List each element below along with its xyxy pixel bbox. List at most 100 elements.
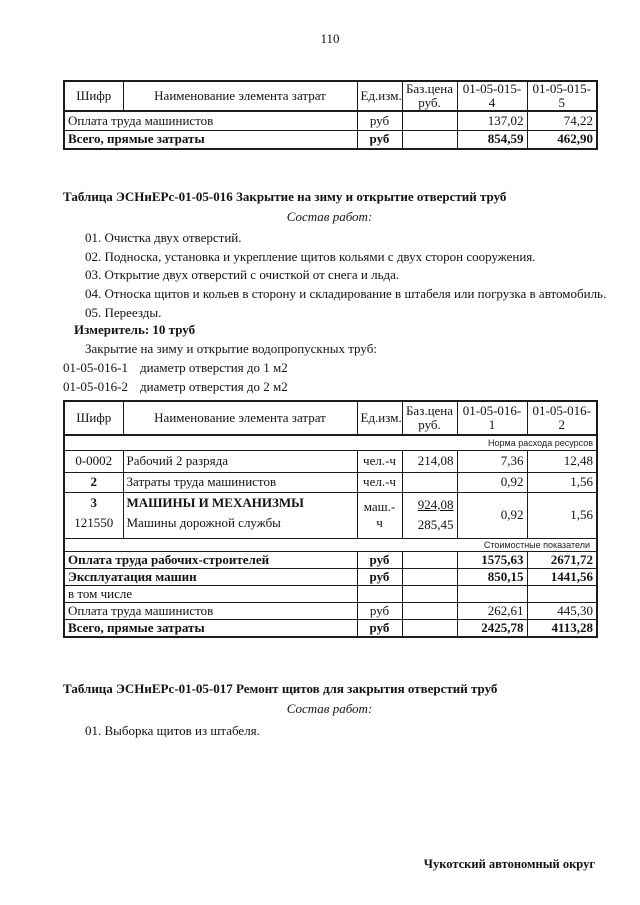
section-016-works-list: 01. Очистка двух отверстий. 02. Подноска… [85, 229, 606, 323]
resource-row: 2 Затраты труда машинистов чел.-ч 0,92 1… [63, 471, 598, 493]
cost-value-1: 1575,63 [456, 550, 528, 569]
total-base [401, 129, 458, 150]
cost-value-1: 137,02 [456, 110, 528, 131]
resource-unit: чел.-ч [356, 471, 403, 493]
table-015-costs: Шифр Наименование элемента затрат Ед.изм… [63, 80, 598, 150]
machines-base-top: 924,08 [417, 497, 454, 512]
cost-unit: руб [356, 567, 403, 586]
cost-base [401, 601, 458, 620]
machines-value-2: 1,56 [526, 491, 598, 539]
variant-code: 01-05-016-2 [63, 379, 128, 394]
total-value-2: 4113,28 [526, 618, 598, 638]
machines-unit: маш.-ч [356, 491, 403, 539]
cost-value-2: 2671,72 [526, 550, 598, 569]
cost-row: Оплата труда машинистов руб 262,61 445,3… [63, 601, 598, 620]
cost-base [401, 110, 458, 131]
resources-label-row: Норма расхода ресурсов [63, 434, 598, 451]
cost-name: Эксплуатация машин [63, 567, 358, 586]
cost-label: Стоимостные показатели [63, 537, 598, 552]
cost-value-2: 1441,56 [526, 567, 598, 586]
col-header-code-1: 01-05-016-1 [456, 400, 528, 436]
section-016-sostav-label: Состав работ: [286, 209, 373, 224]
work-item: 04. Относка щитов и кольев в сторону и с… [85, 286, 607, 302]
variant-desc: диаметр отверстия до 1 м2 [140, 360, 288, 375]
machines-name: МАШИНЫ И МЕХАНИЗМЫ Машины дорожной служб… [122, 491, 358, 539]
total-value-1: 854,59 [456, 129, 528, 150]
cost-row-total: Всего, прямые затраты руб 2425,78 4113,2… [63, 618, 598, 638]
work-item: 03. Открытие двух отверстий с очисткой о… [85, 267, 400, 283]
cost-base [401, 550, 458, 569]
machines-value-1: 0,92 [456, 491, 528, 539]
resource-value-1: 7,36 [456, 449, 528, 473]
table-016-header-row: Шифр Наименование элемента затрат Ед.изм… [63, 400, 598, 436]
table-row: Оплата труда машинистов руб 137,02 74,22 [63, 110, 598, 131]
resources-label: Норма расхода ресурсов [63, 434, 598, 451]
total-name: Всего, прямые затраты [63, 129, 358, 150]
cost-unit: руб [356, 601, 403, 620]
total-base [401, 618, 458, 638]
cost-name: Оплата труда рабочих-строителей [63, 550, 358, 569]
cost-value-2: 74,22 [526, 110, 598, 131]
work-item: 01. Очистка двух отверстий. [85, 230, 242, 245]
table-row-total: Всего, прямые затраты руб 854,59 462,90 [63, 129, 598, 150]
cost-name: Оплата труда машинистов [63, 110, 358, 131]
cost-row: Оплата труда рабочих-строителей руб 1575… [63, 550, 598, 569]
cost-unit: руб [356, 550, 403, 569]
work-item: 01. Выборка щитов из штабеля. [85, 723, 260, 738]
total-name: Всего, прямые затраты [63, 618, 358, 638]
total-value-1: 2425,78 [456, 618, 528, 638]
col-header-code-1: 01-05-015-4 [456, 80, 528, 112]
col-header-code-2: 01-05-015-5 [526, 80, 598, 112]
group-label: Закрытие на зиму и открытие водопропускн… [85, 341, 377, 356]
resource-name: Затраты труда машинистов [122, 471, 358, 493]
col-header-baseprice: Баз.цена руб. [401, 400, 458, 436]
resource-value-2: 1,56 [526, 471, 598, 493]
section-017-title: Таблица ЭСНиЕРс-01-05-017 Ремонт щитов д… [63, 681, 498, 696]
machines-item-name: Машины дорожной службы [126, 514, 281, 530]
resource-unit: чел.-ч [356, 449, 403, 473]
table-015-header-row: Шифр Наименование элемента затрат Ед.изм… [63, 80, 598, 112]
resource-row: 0-0002 Рабочий 2 разряда чел.-ч 214,08 7… [63, 449, 598, 473]
cost-unit: руб [356, 110, 403, 131]
cost-row: Эксплуатация машин руб 850,15 1441,56 [63, 567, 598, 586]
col-header-unit: Ед.изм. [356, 80, 403, 112]
page-number: 110 [320, 31, 340, 46]
cost-label-row: Стоимостные показатели [63, 537, 598, 552]
resource-code: 2 [63, 471, 124, 493]
cost-value-1: 262,61 [456, 601, 528, 620]
machines-code: 3 121550 [63, 491, 124, 539]
total-unit: руб [356, 129, 403, 150]
cost-base [401, 567, 458, 586]
cost-value-2 [526, 584, 598, 603]
total-unit: руб [356, 618, 403, 638]
col-header-code-2: 01-05-016-2 [526, 400, 598, 436]
resource-base: 214,08 [401, 449, 458, 473]
section-017-sostav-label: Состав работ: [286, 701, 373, 716]
total-value-2: 462,90 [526, 129, 598, 150]
cost-row: в том числе [63, 584, 598, 603]
col-header-shifr: Шифр [63, 400, 124, 436]
izmeritel-line: Измеритель: 10 труб [74, 322, 196, 337]
variant-code: 01-05-016-1 [63, 360, 128, 375]
machines-row: 3 121550 МАШИНЫ И МЕХАНИЗМЫ Машины дорож… [63, 491, 598, 539]
section-017-works-list: 01. Выборка щитов из штабеля. [85, 722, 260, 741]
resource-value-2: 12,48 [526, 449, 598, 473]
col-header-name: Наименование элемента затрат [122, 400, 358, 436]
resource-base [401, 471, 458, 493]
resource-value-1: 0,92 [456, 471, 528, 493]
cost-base [401, 584, 458, 603]
cost-value-1 [456, 584, 528, 603]
cost-name: Оплата труда машинистов [63, 601, 358, 620]
col-header-shifr: Шифр [63, 80, 124, 112]
cost-name: в том числе [63, 584, 358, 603]
machines-base-bottom: 285,45 [417, 517, 454, 532]
col-header-unit: Ед.изм. [356, 400, 403, 436]
machines-section-title: МАШИНЫ И МЕХАНИЗМЫ [126, 494, 304, 510]
machines-code-group: 3 [90, 494, 98, 510]
work-item: 02. Подноска, установка и укрепление щит… [85, 248, 536, 264]
resource-name: Рабочий 2 разряда [122, 449, 358, 473]
machines-base: 924,08 285,45 [401, 491, 458, 539]
work-item: 05. Переезды. [85, 304, 162, 320]
region-footer: Чукотский автономный округ [423, 857, 595, 871]
